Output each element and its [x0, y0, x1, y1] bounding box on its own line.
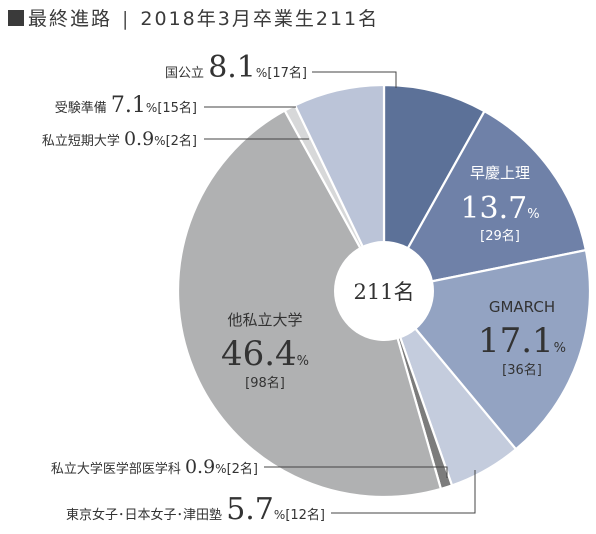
pie-slice-0: [382, 83, 486, 293]
pie-slice-2: [382, 249, 592, 451]
title-separator: |: [122, 8, 131, 30]
slice-label-5: 他私立大学: [227, 311, 302, 329]
slice-count-1: [29名]: [480, 228, 520, 244]
slice-percent-5: 46.4%: [221, 334, 309, 374]
slice-count-5: [98名]: [245, 375, 285, 391]
slice-external-label-7: 受験準備 7.1%[15名]: [55, 93, 197, 118]
chart-title: 最終進路 | 2018年3月卒業生211名: [8, 5, 379, 33]
slice-label-2: GMARCH: [489, 298, 555, 316]
pie-slice-1: [382, 110, 588, 293]
slice-count-2: [36名]: [502, 362, 542, 378]
leader-line-0: [312, 71, 397, 88]
pie-slice-7: [293, 83, 386, 293]
slice-external-label-3: 東京女子･日本女子･津田塾 5.7%[12名]: [66, 492, 325, 527]
slice-external-label-4: 私立大学医学部医学科 0.9%[2名]: [51, 456, 258, 478]
title-sub: 2018年3月卒業生211名: [140, 8, 380, 30]
center-label: 211名: [353, 280, 414, 304]
slice-label-1: 早慶上理: [470, 164, 530, 182]
title-square-icon: [8, 10, 24, 26]
leader-line-4: [264, 466, 448, 478]
pie-slice-5: [176, 109, 443, 499]
slice-percent-2: 17.1%: [478, 321, 566, 361]
donut-hole: [334, 241, 434, 341]
leader-line-3: [331, 470, 476, 514]
slice-external-label-0: 国公立 8.1%[17名]: [165, 50, 307, 85]
slice-external-label-6: 私立短期大学 0.9%[2名]: [42, 128, 197, 150]
slice-percent-1: 13.7%: [460, 191, 539, 226]
title-main: 最終進路: [28, 8, 113, 30]
